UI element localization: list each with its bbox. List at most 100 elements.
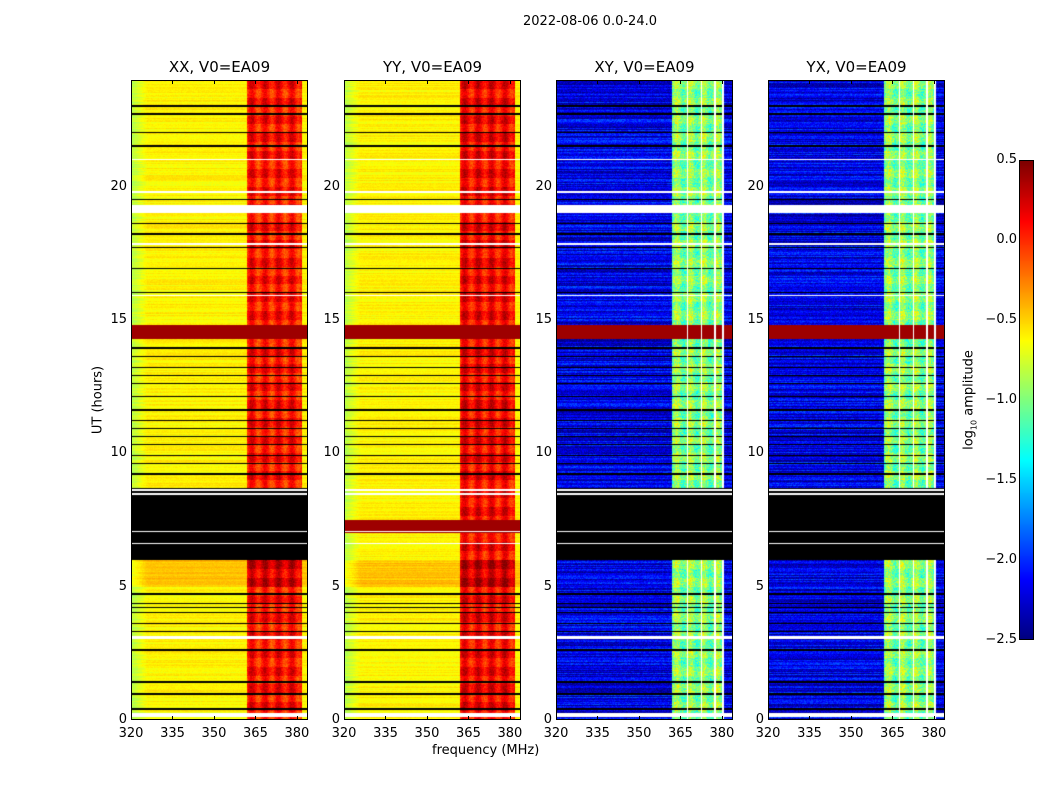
heatmap [556,80,733,720]
colorbar-tick-label: −0.5 [985,312,1017,327]
x-tick-mark [344,80,345,84]
panel-yx: YX, V0=EA09 320 335 350 365 380 0 5 10 15 20 [747,58,946,741]
x-tick-label: 380 [921,726,947,741]
x-tick-mark [172,716,174,720]
x-tick-mark [468,716,470,720]
x-tick-mark [344,716,345,720]
x-tick-label: 365 [243,726,268,741]
y-tick-label: 0 [118,712,127,727]
x-tick-label: 320 [118,726,144,741]
x-tick-mark [809,80,811,84]
x-tick-mark [768,80,769,84]
x-tick-label: 350 [414,726,440,741]
x-tick-label: 335 [585,726,610,741]
y-tick-label: 10 [535,445,552,461]
colorbar [1019,160,1034,640]
x-tick-mark [809,716,811,720]
colorbar-tick-label: −1.0 [985,392,1017,407]
y-tick-label: 5 [543,578,552,594]
x-tick-mark [255,716,257,720]
y-tick-label: 5 [755,578,764,594]
y-tick-label: 20 [535,178,552,194]
y-tick-label: 15 [323,312,340,327]
heatmap [344,80,521,720]
y-tick-label: 0 [331,712,340,727]
panel-xx: XX, V0=EA09 320 335 350 365 380 0 5 10 15 20 [110,58,309,741]
y-tick-label: 0 [755,712,764,727]
y-tick-label: 20 [323,178,340,194]
y-tick-label: 10 [323,445,340,461]
x-tick-mark [597,716,599,720]
x-tick-mark [721,80,723,84]
y-tick-label: 5 [118,578,127,594]
x-tick-mark [680,80,682,84]
x-tick-mark [768,716,769,720]
x-tick-mark [385,716,387,720]
y-tick-label: 0 [543,712,552,727]
x-tick-mark [509,80,511,84]
x-tick-mark [468,80,470,84]
x-tick-label: 320 [755,726,781,741]
colorbar-tick-label: 0.5 [996,152,1017,167]
x-tick-mark [385,80,387,84]
x-tick-label: 335 [160,726,185,741]
x-tick-mark [850,716,852,720]
x-tick-mark [933,716,935,720]
x-tick-mark [933,80,935,84]
x-tick-mark [131,716,132,720]
colorbar-tick-label: −1.5 [985,472,1017,487]
x-tick-mark [131,80,132,84]
y-axis-label: UT (hours) [90,365,106,435]
x-tick-mark [680,716,682,720]
colorbar-tick-label: −2.0 [985,552,1017,567]
y-tick-label: 15 [747,312,764,327]
x-tick-mark [556,80,557,84]
x-tick-mark [255,80,257,84]
x-tick-label: 350 [201,726,227,741]
x-tick-mark [892,716,894,720]
x-tick-label: 335 [373,726,398,741]
x-tick-label: 365 [456,726,481,741]
x-tick-label: 380 [497,726,523,741]
x-tick-label: 365 [668,726,693,741]
colorbar-tick-label: 0.0 [996,232,1017,247]
x-tick-mark [213,716,215,720]
x-tick-label: 380 [709,726,735,741]
y-tick-label: 10 [110,445,127,461]
panel-title: XX, V0=EA09 [168,58,271,76]
x-tick-mark [597,80,599,84]
y-tick-label: 15 [535,312,552,327]
panel-title: YY, V0=EA09 [382,58,483,76]
x-tick-label: 335 [797,726,822,741]
panel-yy: YY, V0=EA09 320 335 350 365 380 0 5 10 15 20 [323,58,522,741]
y-tick-label: 15 [110,312,127,327]
x-tick-mark [850,80,852,84]
x-tick-label: 350 [838,726,864,741]
x-tick-label: 320 [543,726,569,741]
x-tick-label: 320 [331,726,357,741]
heatmap [768,80,945,720]
x-tick-mark [892,80,894,84]
colorbar-tick-label: −2.5 [985,632,1017,647]
x-tick-mark [296,716,298,720]
y-tick-label: 5 [331,578,340,594]
x-tick-mark [556,716,557,720]
colorbar-label: log10 amplitude [961,350,979,450]
panel-title: XY, V0=EA09 [594,58,695,76]
x-tick-mark [638,80,640,84]
y-tick-label: 20 [747,178,764,194]
x-tick-label: 365 [880,726,905,741]
panel-xy: XY, V0=EA09 320 335 350 365 380 0 5 10 15 20 [535,58,734,741]
panel-title: YX, V0=EA09 [806,58,907,76]
x-tick-label: 380 [284,726,310,741]
x-tick-mark [509,716,511,720]
x-tick-mark [721,716,723,720]
x-tick-mark [426,716,428,720]
x-axis-label: frequency (MHz) [432,743,540,758]
x-tick-mark [638,716,640,720]
x-tick-mark [213,80,215,84]
x-tick-mark [426,80,428,84]
figure-title: 2022-08-06 0.0-24.0 [523,14,657,29]
x-tick-label: 350 [626,726,652,741]
